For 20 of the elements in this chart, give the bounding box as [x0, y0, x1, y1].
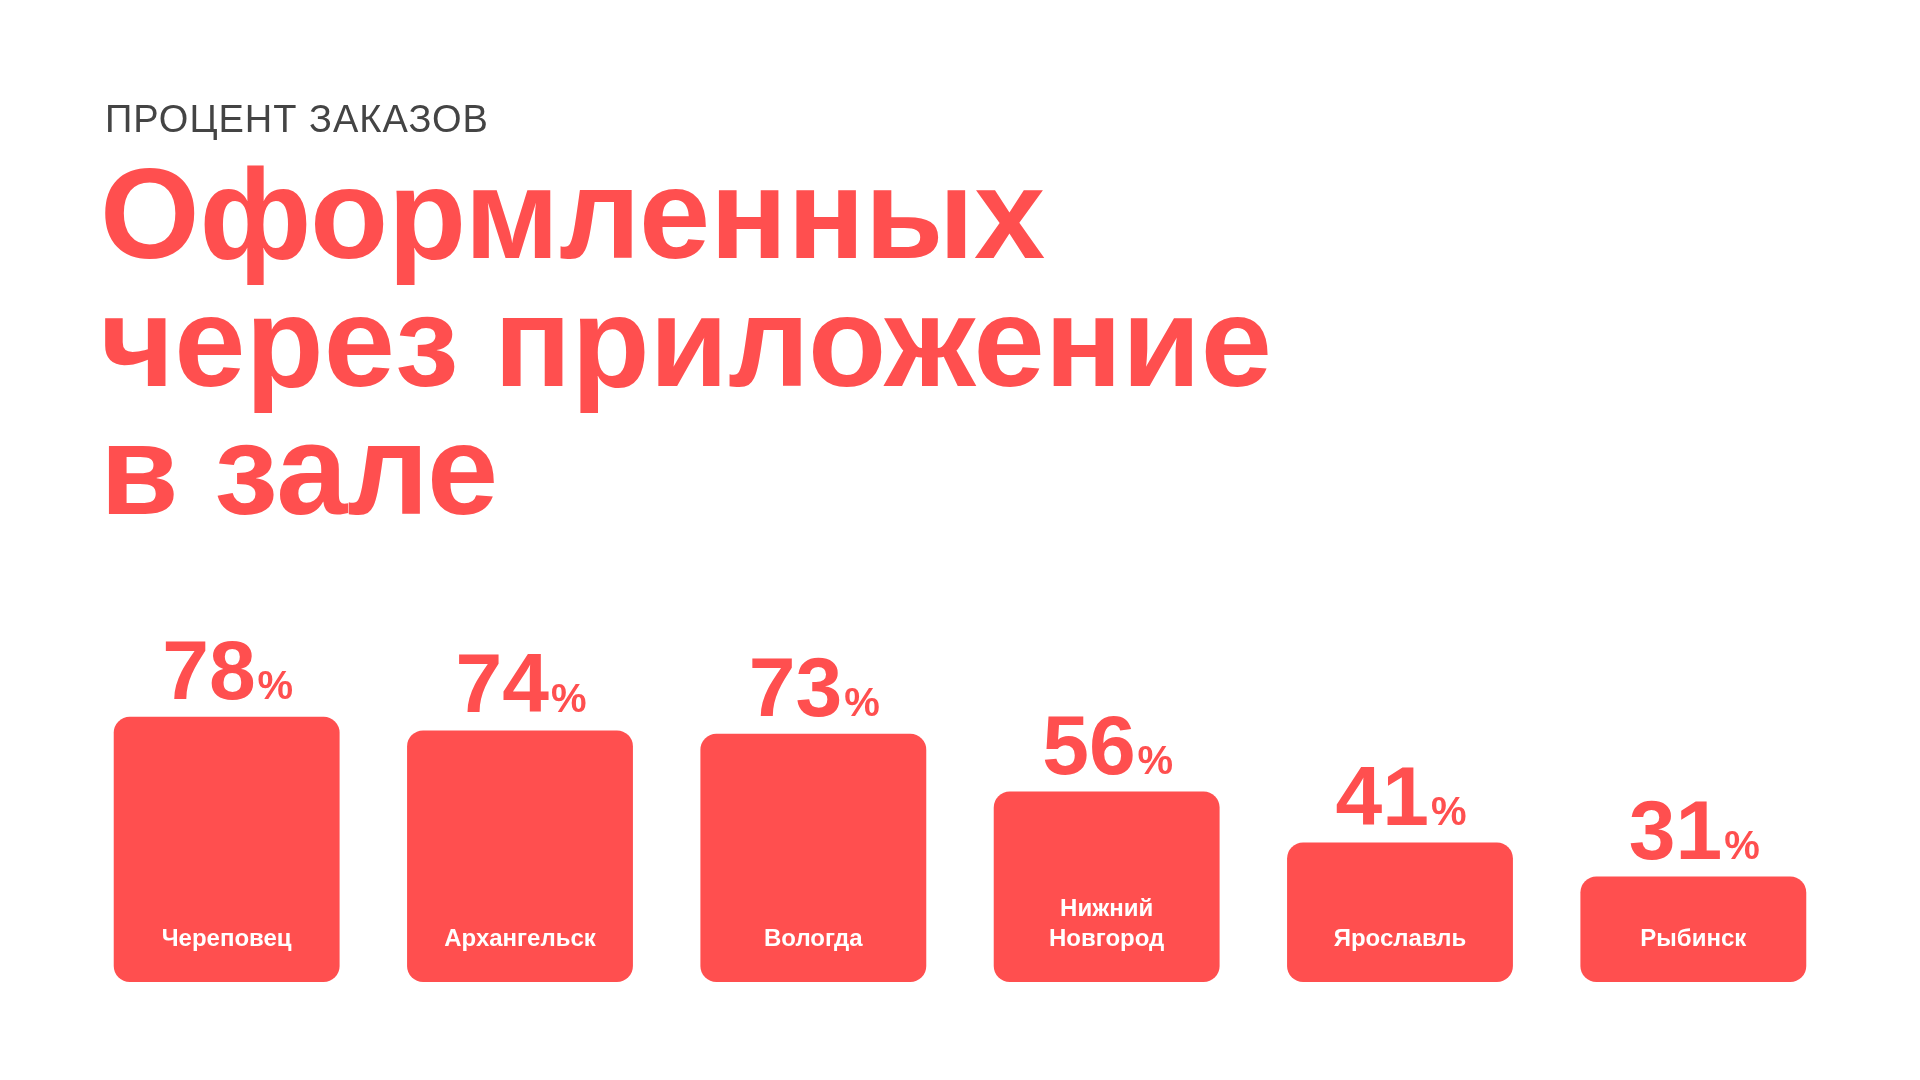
x-tick-label: Нижний Новгород [1049, 894, 1165, 951]
data-label: 78% [162, 622, 294, 717]
bar [993, 791, 1220, 982]
x-tick-label: Ярославль [1333, 924, 1467, 951]
chart-subtitle: ПРОЦЕНТ ЗАКАЗОВ [105, 98, 489, 141]
x-tick-label: Череповец [161, 924, 292, 951]
bar [407, 730, 633, 982]
bar [700, 733, 927, 982]
data-label: 56% [1042, 697, 1174, 792]
bar [1580, 876, 1807, 982]
data-label: 31% [1628, 782, 1760, 877]
data-label: 41% [1335, 748, 1467, 843]
bar [113, 716, 340, 982]
x-tick-label: Вологда [764, 924, 864, 951]
chart-title: Оформленных через приложение в зале [100, 142, 1273, 541]
x-tick-label: Архангельск [444, 924, 597, 951]
data-label: 74% [455, 636, 587, 731]
bar [1287, 842, 1513, 982]
x-tick-label: Рыбинск [1640, 924, 1748, 951]
data-label: 73% [748, 639, 880, 734]
